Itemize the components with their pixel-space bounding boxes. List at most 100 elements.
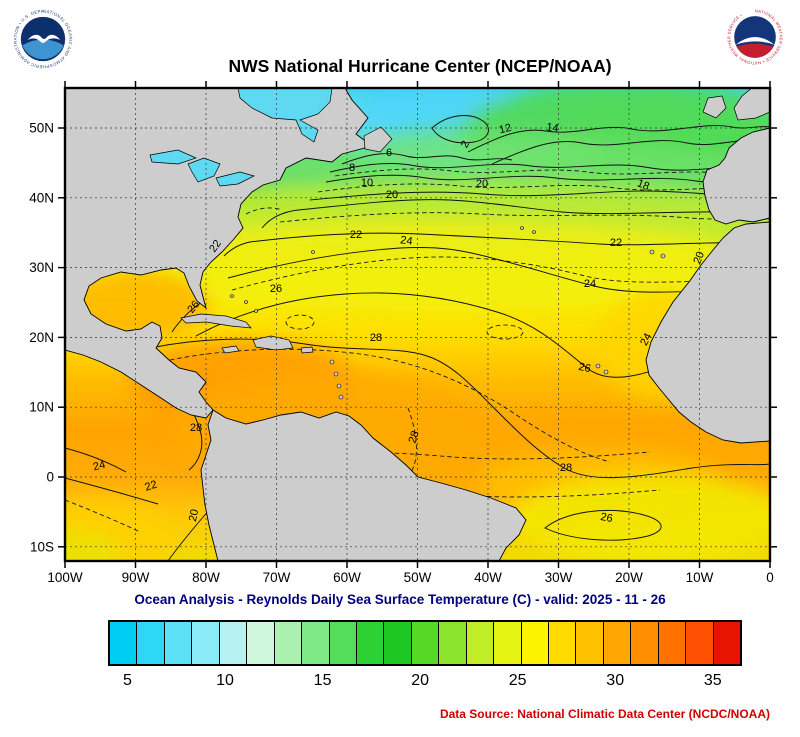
- contour-label: 10: [361, 177, 373, 189]
- colorbar-cell: [328, 622, 356, 664]
- colorbar-cell: [110, 622, 137, 664]
- lon-label: 40W: [474, 570, 502, 585]
- colorbar-cell: [602, 622, 631, 664]
- lon-label: 10W: [686, 570, 714, 585]
- land-europe: [702, 127, 770, 225]
- hudson-bay: [237, 88, 333, 143]
- colorbar-tick-label: 15: [313, 672, 332, 689]
- colorbar-cell: [657, 622, 686, 664]
- land-north-america: [65, 88, 374, 419]
- contour-label: 12: [498, 122, 513, 137]
- contour-label: 22: [207, 238, 224, 255]
- lon-label: 60W: [333, 570, 361, 585]
- contour-label: 26: [270, 283, 282, 295]
- noaa-logo-sea: [22, 39, 64, 60]
- colorbar-cells: [108, 620, 742, 666]
- graticule: [65, 88, 770, 561]
- contour-label: 20: [691, 250, 707, 266]
- contour-label: 20: [476, 178, 488, 190]
- lat-label: 10S: [30, 539, 54, 554]
- colorbar-cell: [520, 622, 548, 664]
- land-cuba: [180, 313, 252, 329]
- contour-label: 20: [187, 508, 201, 522]
- contour-label: 18: [635, 177, 651, 193]
- page-title: NWS National Hurricane Center (NCEP/NOAA…: [228, 56, 612, 76]
- colorbar-cell: [465, 622, 494, 664]
- colorbar-cell: [630, 622, 658, 664]
- contour-label: 28: [190, 422, 202, 434]
- sst-map: 100W 90W 80W 70W 60W 50W 40W 30W 20W 10W 0 50N 40N 30…: [29, 81, 777, 585]
- colorbar-tick-label: 35: [703, 672, 722, 689]
- colorbar-cell: [163, 622, 192, 664]
- nws-logo-red-band: [736, 43, 774, 58]
- colorbar-cell: [301, 622, 329, 664]
- contour-lines-dashed: [65, 168, 770, 533]
- colorbar-cell: [493, 622, 521, 664]
- lon-label: 100W: [47, 570, 83, 585]
- lat-label: 30N: [29, 260, 54, 275]
- noaa-logo: NATIONAL OCEANIC AND ATMOSPHERIC ADMINIS…: [10, 6, 75, 71]
- lat-label: 40N: [29, 190, 54, 205]
- lat-label: 10N: [29, 400, 54, 415]
- lon-label: 20W: [615, 570, 643, 585]
- contour-label: 6: [386, 147, 392, 159]
- land-masses: [65, 88, 770, 561]
- lon-label: 30W: [545, 570, 573, 585]
- land-south-america: [200, 409, 527, 561]
- contour-label: 24: [638, 331, 654, 347]
- colorbar-cell: [548, 622, 576, 664]
- land-hispaniola: [252, 335, 294, 351]
- contour-label: 22: [143, 479, 158, 494]
- contour-label: 24: [584, 278, 596, 290]
- map-area: [65, 88, 770, 561]
- contour-label: 14: [546, 121, 560, 135]
- colorbar-tick-label: 5: [123, 672, 132, 689]
- colorbar-cell: [575, 622, 603, 664]
- land-africa: [645, 221, 770, 444]
- lat-label: 20N: [29, 330, 54, 345]
- colorbar-cell: [712, 622, 741, 664]
- colorbar-tick-label: 25: [508, 672, 527, 689]
- colorbar-cell: [136, 622, 164, 664]
- contour-label: 28: [407, 429, 422, 444]
- contour-label: 28: [370, 332, 382, 344]
- small-islands: [230, 226, 666, 400]
- lat-label: 50N: [29, 121, 54, 136]
- colorbar-cell: [218, 622, 247, 664]
- contour-label: 22: [610, 237, 622, 249]
- land-puerto-rico: [300, 346, 314, 354]
- land-jamaica: [221, 345, 240, 354]
- lon-label: 80W: [192, 570, 220, 585]
- colorbar-tick-label: 30: [606, 672, 625, 689]
- land-newfoundland: [363, 126, 393, 153]
- colorbar-cell: [246, 622, 274, 664]
- lon-label: 0: [766, 570, 774, 585]
- lon-label: 50W: [404, 570, 432, 585]
- sst-regional-shading: [65, 88, 770, 561]
- colorbar-tick-label: 10: [216, 672, 234, 689]
- colorbar-cell: [355, 622, 384, 664]
- colorbar-cell: [410, 622, 439, 664]
- contour-label: 26: [599, 511, 613, 525]
- noaa-gull-icon: [27, 34, 61, 44]
- axis-labels: 100W 90W 80W 70W 60W 50W 40W 30W 20W 10W 0 50N 40N 30…: [29, 81, 777, 585]
- contour-label: 20: [386, 189, 398, 201]
- contour-label: 22: [350, 229, 362, 241]
- contour-label: 2: [459, 139, 472, 150]
- contour-label: 26: [577, 361, 591, 375]
- lat-label: 0: [46, 470, 54, 485]
- great-lakes: [149, 149, 255, 187]
- colorbar-cell: [383, 622, 411, 664]
- contour-label: 24: [400, 234, 414, 248]
- land-ireland: [702, 95, 727, 119]
- contour-label: 8: [349, 162, 355, 174]
- map-subtitle: Ocean Analysis - Reynolds Daily Sea Surf…: [134, 592, 666, 607]
- colorbar-cell: [685, 622, 713, 664]
- nws-gull-icon: [735, 37, 775, 45]
- lon-label: 90W: [122, 570, 150, 585]
- lon-label: 70W: [263, 570, 291, 585]
- data-source-note: Data Source: National Climatic Data Cent…: [439, 707, 770, 721]
- colorbar-cell: [438, 622, 466, 664]
